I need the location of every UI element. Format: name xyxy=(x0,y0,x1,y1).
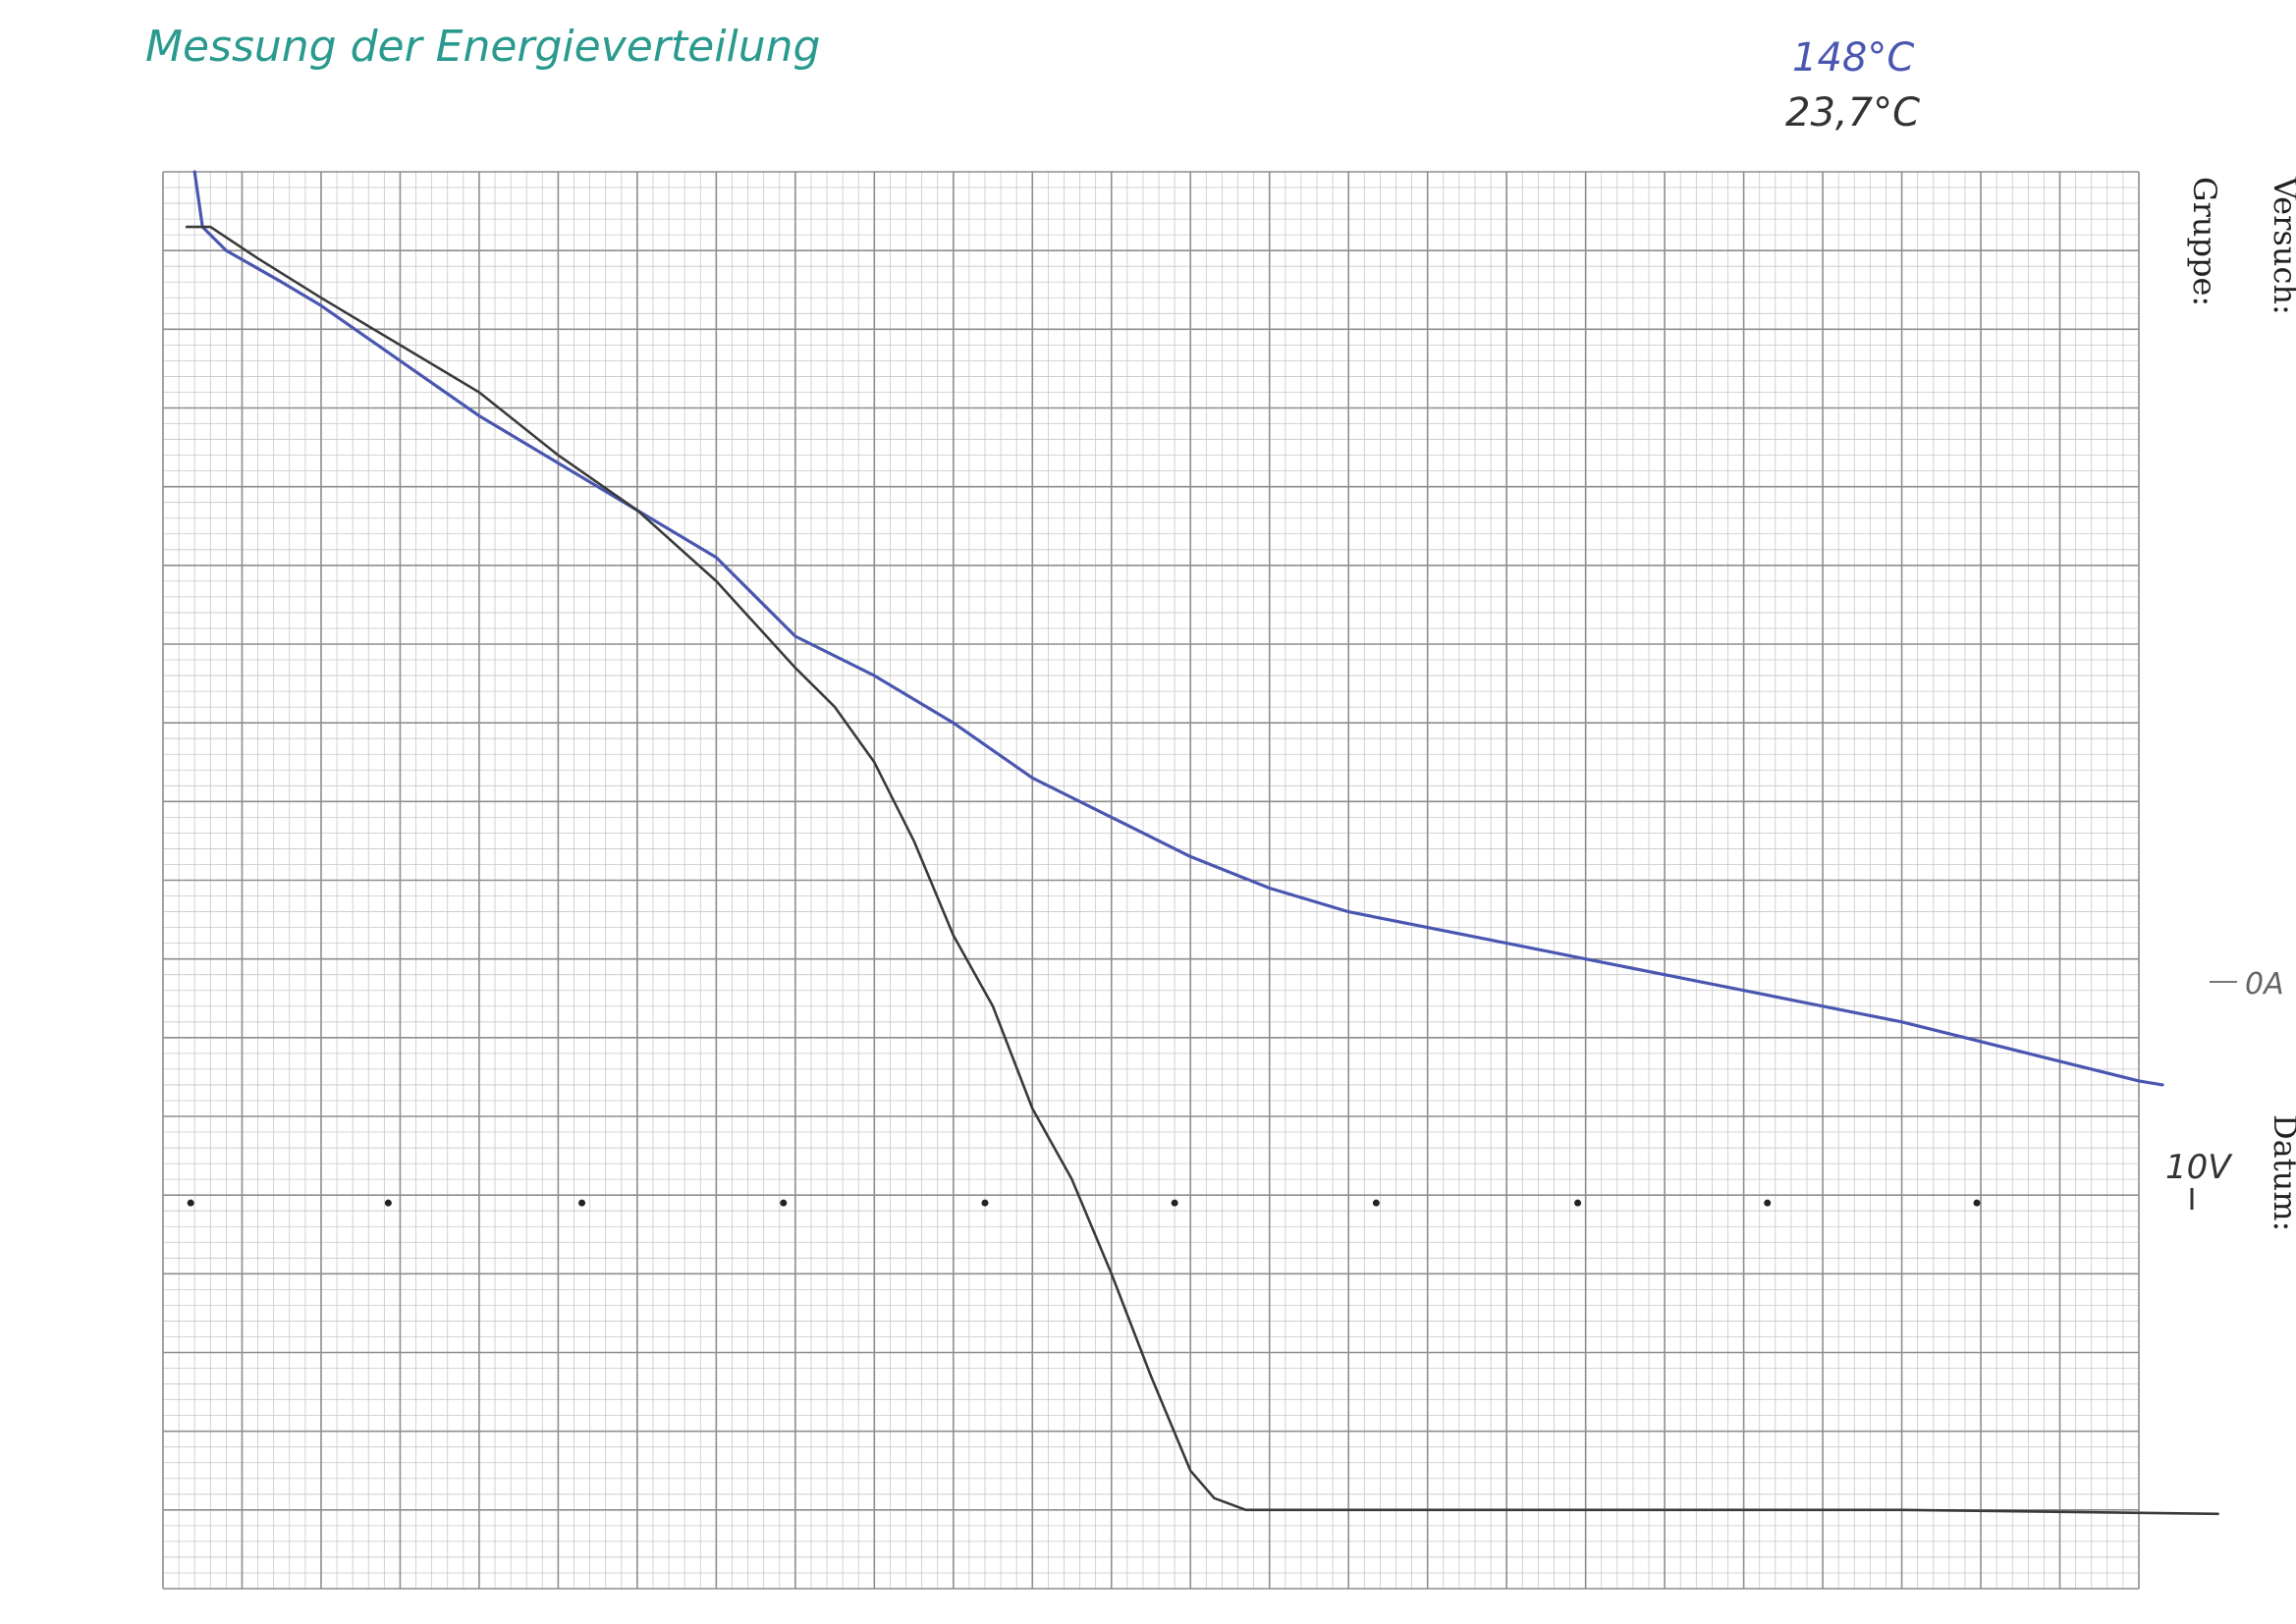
series-line xyxy=(185,225,2219,1516)
reference-dot xyxy=(981,1199,989,1207)
sheet-label-datum: Datum: xyxy=(2267,1114,2296,1231)
reference-dot xyxy=(1372,1199,1380,1207)
chart-title: Messung der Energieverteilung xyxy=(145,22,820,72)
temperature-label-blue: 148°C xyxy=(1792,35,1914,81)
reference-dot xyxy=(1764,1199,1772,1207)
reference-dot xyxy=(187,1199,194,1207)
voltage-reference-dots xyxy=(187,1199,1981,1207)
sheet-label-gruppe: Gruppe: xyxy=(2186,177,2223,306)
zero-current-label: 0A xyxy=(2245,967,2284,1001)
sheet-label-versuch: Versuch: xyxy=(2267,176,2296,315)
reference-dot xyxy=(1973,1199,1981,1207)
voltage-label: 10V xyxy=(2165,1148,2233,1187)
reference-dot xyxy=(384,1199,392,1207)
series-layer xyxy=(185,170,2219,1516)
series-line xyxy=(192,170,2164,1087)
graph-grid xyxy=(162,171,2140,1590)
reference-dot xyxy=(780,1199,788,1207)
reference-dot xyxy=(1574,1199,1582,1207)
reference-dot xyxy=(1171,1199,1178,1207)
reference-dot xyxy=(578,1199,586,1207)
temperature-label-black: 23,7°C xyxy=(1785,90,1920,135)
